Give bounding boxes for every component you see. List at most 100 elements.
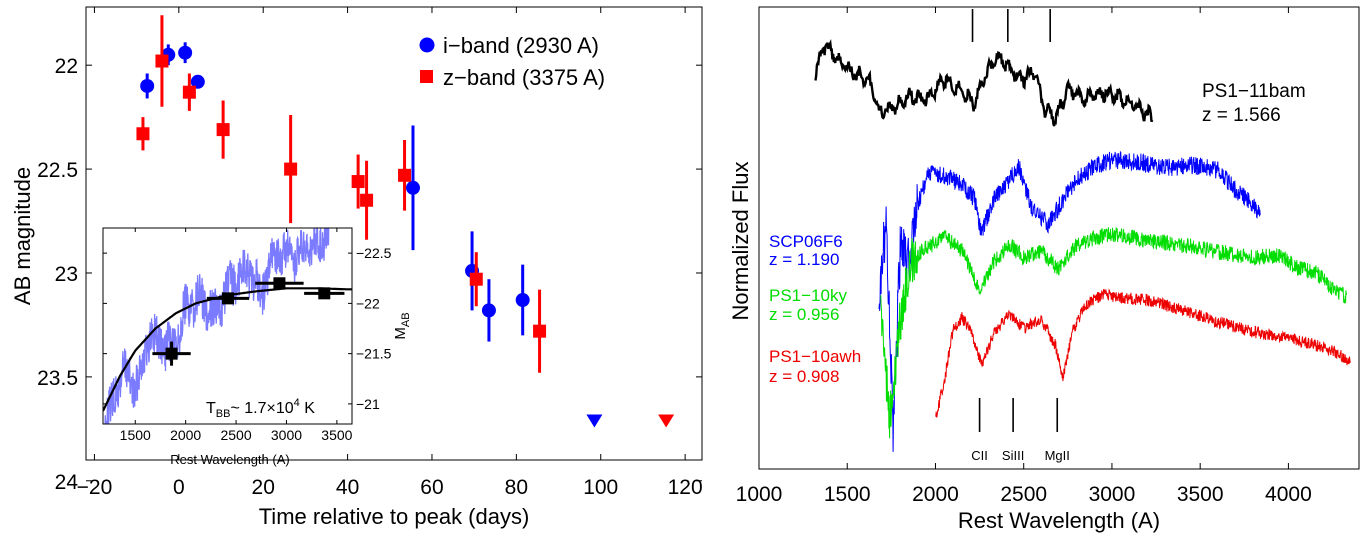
spectra-x-tick-label: 1000 bbox=[736, 483, 783, 506]
inset-y-label-sub: AB bbox=[400, 312, 412, 327]
x-tick-label: 0 bbox=[173, 476, 185, 499]
upper-limit-marker bbox=[658, 414, 675, 428]
spectral-line-markers: CII SiIII MgII bbox=[971, 9, 1070, 463]
inset-x-tick-label: 3000 bbox=[271, 427, 302, 443]
spectrum-scp06f6 bbox=[878, 150, 1261, 452]
spectra-x-tick-label: 3500 bbox=[1177, 483, 1224, 506]
x-tick-label: 100 bbox=[583, 476, 618, 499]
spectrum-redshift-ps1-11bam: z = 1.566 bbox=[1202, 105, 1281, 126]
data-point bbox=[360, 193, 374, 207]
light-curve-marks bbox=[136, 15, 675, 428]
spectrum-ps1-10awh bbox=[935, 288, 1351, 418]
x-tick-label: 20 bbox=[252, 476, 275, 499]
data-point bbox=[469, 272, 483, 286]
spectrum-redshift-scp06f6: z = 1.190 bbox=[769, 250, 839, 269]
spectrum-redshift-ps1-10ky: z = 0.956 bbox=[769, 305, 839, 324]
inset-background bbox=[103, 228, 352, 424]
spectra-panel: 1000 1500 2000 2500 3000 3500 4000 CII SiIII MgI… bbox=[728, 6, 1360, 533]
sed-data-point bbox=[165, 347, 178, 360]
line-marker-label: MgII bbox=[1045, 448, 1070, 463]
line-marker-label: CII bbox=[971, 448, 988, 463]
x-tick-label: 80 bbox=[505, 476, 528, 499]
annotation-exponent: 4 bbox=[294, 397, 300, 409]
y-tick-label: 23.5 bbox=[37, 367, 78, 390]
y-tick-label: 23 bbox=[55, 263, 78, 286]
data-point bbox=[140, 78, 155, 93]
y-tick-label: 24 bbox=[55, 471, 79, 494]
spectrum-label-ps1-11bam: PS1−11bam bbox=[1202, 81, 1306, 102]
inset-axes-box bbox=[102, 227, 353, 425]
y-tick-label: 22 bbox=[55, 55, 78, 78]
spectrum-redshift-ps1-10awh: z = 0.908 bbox=[769, 367, 839, 386]
data-point bbox=[515, 292, 530, 307]
data-point bbox=[284, 162, 298, 176]
light-curve-y-axis-label: AB magnitude bbox=[10, 167, 35, 305]
spectrum-label-ps1-10ky: PS1−10ky bbox=[769, 286, 847, 305]
spectra-y-axis-label: Normalized Flux bbox=[728, 162, 753, 321]
inset-temperature-annotation: TBB~ 1.7×104 K bbox=[206, 397, 315, 420]
data-point bbox=[136, 127, 150, 141]
spectrum-label-scp06f6: SCP06F6 bbox=[769, 232, 843, 251]
data-point bbox=[351, 175, 365, 189]
inset-y-tick-label: −22 bbox=[356, 295, 380, 311]
line-marker-label: SiIII bbox=[1002, 448, 1024, 463]
inset-y-tick-label: −21.5 bbox=[356, 346, 392, 362]
spectra-lines bbox=[814, 39, 1351, 452]
data-point bbox=[481, 303, 496, 318]
spectrum-ps1-11bam bbox=[814, 39, 1154, 127]
spectra-ticks: 1000 1500 2000 2500 3000 3500 4000 bbox=[736, 7, 1312, 506]
annotation-t: T bbox=[206, 400, 216, 417]
inset-x-tick-label: 3500 bbox=[321, 427, 352, 443]
legend-label-z-band: z−band (3375 A) bbox=[443, 65, 605, 90]
light-curve-ticks: −20 0 20 40 60 80 100 120 22 22.5 23 23.5 24 bbox=[37, 7, 703, 499]
legend-marker-i-band bbox=[419, 37, 435, 53]
sed-data-point bbox=[318, 287, 331, 300]
inset-sed-panel: 1500 2000 2500 3000 3500 −22.5 −22 −21.5 −21 TBB… bbox=[102, 227, 412, 467]
spectra-x-tick-label: 3000 bbox=[1089, 483, 1136, 506]
spectrum-label-ps1-10awh: PS1−10awh bbox=[769, 347, 861, 366]
inset-x-tick-label: 1500 bbox=[120, 427, 151, 443]
spectra-x-tick-label: 2000 bbox=[912, 483, 959, 506]
inset-ticks: 1500 2000 2500 3000 3500 −22.5 −22 −21.5 −21 bbox=[103, 228, 392, 443]
inset-y-axis-label: MAB bbox=[392, 312, 412, 339]
legend: i−band (2930 A) z−band (3375 A) bbox=[419, 33, 605, 90]
data-point bbox=[533, 324, 547, 338]
inset-y-tick-label: −22.5 bbox=[356, 245, 392, 261]
legend-marker-z-band bbox=[420, 70, 433, 83]
data-point bbox=[398, 168, 412, 182]
inset-y-label-main: M bbox=[392, 327, 409, 340]
sed-data-point bbox=[222, 292, 235, 305]
spectra-x-axis-label: Rest Wavelength (A) bbox=[958, 508, 1160, 533]
x-tick-label: 120 bbox=[668, 476, 703, 499]
inset-x-axis-label: Rest Wavelength (A) bbox=[170, 452, 289, 467]
inset-x-tick-label: 2500 bbox=[220, 427, 251, 443]
x-tick-label: 40 bbox=[336, 476, 359, 499]
legend-label-i-band: i−band (2930 A) bbox=[443, 33, 599, 58]
inset-x-tick-label: 2000 bbox=[170, 427, 201, 443]
data-point bbox=[182, 85, 196, 99]
data-point bbox=[155, 54, 169, 68]
spectra-x-tick-label: 1500 bbox=[824, 483, 871, 506]
inset-plot-area bbox=[103, 228, 352, 424]
data-point bbox=[405, 180, 420, 195]
x-tick-label: 60 bbox=[420, 476, 443, 499]
inset-y-tick-label: −21 bbox=[356, 396, 380, 412]
upper-limit-marker bbox=[586, 414, 603, 428]
spectra-x-tick-label: 2500 bbox=[1000, 483, 1047, 506]
light-curve-x-axis-label: Time relative to peak (days) bbox=[259, 504, 530, 529]
spectrum-ps1-10ky bbox=[880, 226, 1348, 439]
sed-data-point bbox=[273, 277, 286, 290]
annotation-unit: K bbox=[300, 400, 315, 417]
y-tick-label: 22.5 bbox=[37, 159, 78, 182]
inset-spectrum bbox=[104, 228, 330, 424]
data-point bbox=[216, 123, 230, 137]
svg-text:MAB: MAB bbox=[392, 312, 412, 339]
annotation-value: ~ 1.7×10 bbox=[230, 400, 293, 417]
spectra-x-tick-label: 4000 bbox=[1265, 483, 1312, 506]
annotation-bb-subscript: BB bbox=[216, 408, 231, 420]
data-point bbox=[190, 74, 205, 89]
inset-clipped bbox=[103, 228, 352, 424]
data-point bbox=[178, 45, 193, 60]
x-tick-label: −20 bbox=[77, 476, 113, 499]
